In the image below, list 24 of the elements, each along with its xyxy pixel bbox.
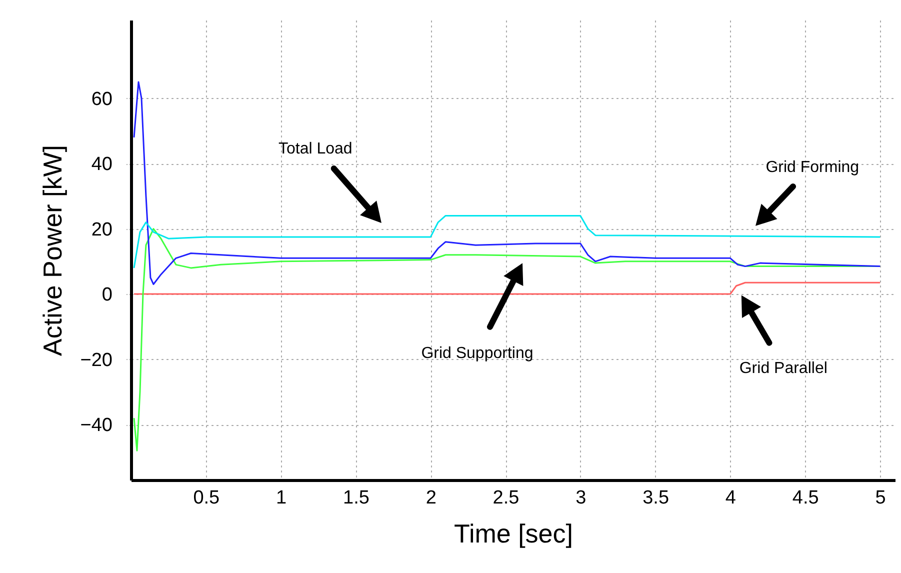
annotation: Total Load: [278, 140, 352, 158]
x-tick-label: 2.5: [492, 488, 520, 508]
annotation: Grid Parallel: [739, 360, 828, 378]
y-tick-label: 20: [91, 219, 112, 240]
x-axis-title: Time [sec]: [454, 518, 573, 548]
annotation: Grid Forming: [766, 159, 860, 176]
x-tick-label: 2: [426, 488, 436, 508]
x-tick-label: 1: [276, 488, 287, 508]
x-tick-label: 3.5: [642, 488, 670, 508]
annotation: Grid Supporting: [421, 344, 534, 362]
y-tick-label: 0: [102, 284, 112, 306]
y-tick-label: −40: [80, 415, 112, 436]
y-axis-title: Active Power [kW]: [37, 145, 68, 356]
y-tick-label: 40: [91, 154, 112, 176]
y-tick-label: 60: [91, 88, 112, 110]
x-tick-label: 4: [725, 488, 736, 508]
x-tick-label: 5: [875, 488, 886, 508]
x-tick-label: 3: [576, 488, 586, 508]
x-tick-label: 0.5: [193, 488, 220, 508]
line-series: [133, 214, 881, 269]
line-series: [133, 81, 881, 286]
x-tick-label: 1.5: [342, 488, 370, 508]
x-tick-label: 4.5: [792, 488, 819, 508]
y-tick-label: −20: [80, 350, 112, 371]
